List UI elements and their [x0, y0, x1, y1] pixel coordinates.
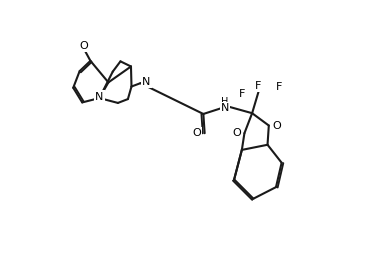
- Text: N: N: [142, 77, 150, 87]
- Text: F: F: [255, 81, 262, 91]
- Text: F: F: [276, 82, 282, 92]
- Text: O: O: [192, 128, 201, 138]
- Text: O: O: [233, 128, 241, 138]
- Text: N: N: [221, 103, 229, 113]
- Text: O: O: [272, 121, 281, 131]
- Text: O: O: [80, 41, 88, 51]
- Text: N: N: [95, 92, 103, 102]
- Text: F: F: [239, 89, 246, 99]
- Text: H: H: [221, 97, 229, 107]
